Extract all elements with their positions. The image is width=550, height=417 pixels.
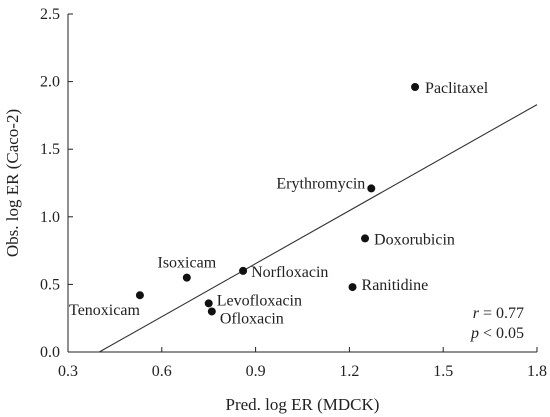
- x-axis-title: Pred. log ER (MDCK): [226, 395, 380, 414]
- label-erythromycin: Erythromycin: [276, 175, 365, 192]
- regression-line: [98, 104, 538, 353]
- y-tick-label: 2.0: [40, 74, 60, 91]
- point-erythromycin: [367, 184, 376, 193]
- x-tick-label: 0.9: [246, 363, 266, 380]
- axes: 0.3 0.6 0.9 1.2 1.5 1.8 0.0 0.5 1.0 1.5 2.0 2.5: [40, 6, 547, 380]
- x-tick-label: 1.5: [433, 363, 453, 380]
- x-tick-label: 1.2: [339, 363, 359, 380]
- point-doxorubicin: [361, 234, 370, 243]
- y-tick-label: 1.0: [40, 209, 60, 226]
- x-tick-label: 1.8: [527, 363, 547, 380]
- label-levofloxacin: Levofloxacin: [217, 292, 302, 309]
- point-ofloxacin: [207, 307, 216, 316]
- p-value-symbol: p: [470, 325, 479, 342]
- fit-line: [98, 104, 538, 353]
- label-ranitidine: Ranitidine: [362, 277, 429, 294]
- statistics-annotation: r = 0.77p < 0.05: [470, 305, 524, 342]
- point-tenoxicam: [135, 291, 144, 300]
- p-value-value: < 0.05: [479, 325, 524, 342]
- label-paclitaxel: Paclitaxel: [425, 80, 489, 97]
- point-labels: Paclitaxel Erythromycin Doxorubicin Ranitid…: [69, 80, 489, 327]
- label-isoxicam: Isoxicam: [157, 255, 216, 272]
- label-norfloxacin: Norfloxacin: [251, 264, 328, 281]
- label-doxorubicin: Doxorubicin: [374, 231, 455, 248]
- y-tick-label: 2.5: [40, 6, 60, 23]
- data-points: [135, 83, 420, 316]
- correlation-r: r = 0.77: [473, 305, 524, 322]
- correlation-r-symbol: r: [473, 305, 480, 322]
- y-tick-label: 0.0: [40, 344, 60, 361]
- label-tenoxicam: Tenoxicam: [69, 302, 140, 319]
- y-tick-label: 1.5: [40, 141, 60, 158]
- point-ranitidine: [348, 283, 357, 292]
- y-axis-title: Obs. log ER (Caco-2): [3, 109, 22, 257]
- y-tick-label: 0.5: [40, 276, 60, 293]
- point-norfloxacin: [239, 266, 248, 275]
- point-levofloxacin: [204, 299, 213, 308]
- x-tick-label: 0.3: [58, 363, 78, 380]
- correlation-r-value: = 0.77: [479, 305, 524, 322]
- x-tick-label: 0.6: [152, 363, 172, 380]
- p-value: p < 0.05: [470, 325, 524, 342]
- label-ofloxacin: Ofloxacin: [220, 310, 284, 327]
- point-paclitaxel: [411, 83, 420, 92]
- point-isoxicam: [182, 273, 191, 282]
